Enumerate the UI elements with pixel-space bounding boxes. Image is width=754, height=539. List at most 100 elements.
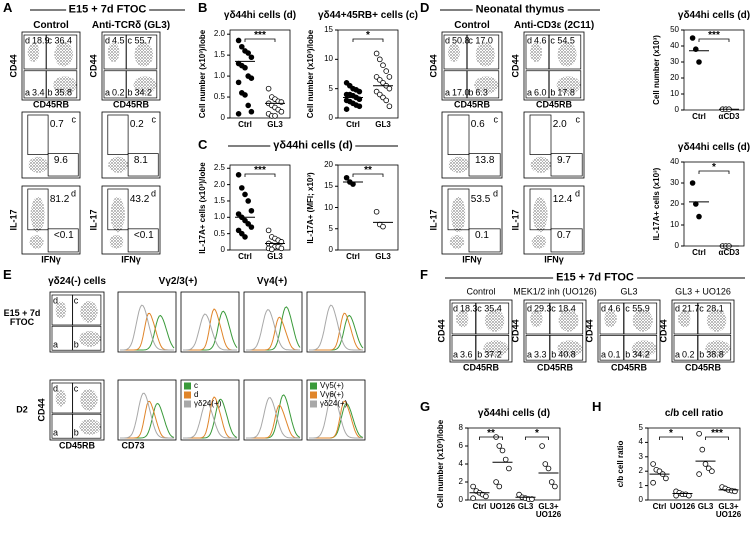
gate-percent: 17.0 — [452, 87, 470, 98]
gate-letter: d — [601, 303, 607, 314]
gate-letter: c — [73, 295, 79, 306]
panel-title: Neonatal thymus — [472, 4, 568, 16]
axis-label: IFNγ — [41, 254, 61, 265]
gate — [549, 302, 584, 335]
cell-cloud — [533, 196, 548, 233]
significance-label: *** — [711, 428, 723, 439]
y-axis-label: Cell number (x10³)/lobe — [436, 419, 445, 509]
legend-swatch — [184, 400, 191, 408]
gate — [27, 114, 49, 155]
gate — [475, 334, 510, 361]
gate-percent: 8.1 — [133, 154, 148, 166]
gate-letter: a — [527, 87, 533, 98]
cell-cloud — [558, 309, 579, 332]
category-label: Ctrl — [652, 502, 667, 511]
cell-cloud — [54, 42, 74, 67]
data-point — [245, 198, 252, 204]
gate — [549, 334, 584, 361]
gate — [107, 114, 129, 155]
column-header: Vγ2/3(+) — [158, 276, 198, 287]
axis-label: IL-17 — [88, 209, 99, 231]
cell-cloud — [484, 309, 505, 332]
y-tick-label: 1.0 — [213, 212, 225, 222]
significance-bracket — [352, 38, 384, 42]
axis-label: CD44 — [584, 319, 595, 343]
gate — [548, 70, 582, 99]
data-point — [650, 479, 656, 486]
histogram-curve — [183, 313, 237, 351]
y-tick-label: 20 — [670, 73, 679, 82]
gate-letter: c — [493, 114, 499, 125]
data-point — [380, 223, 386, 230]
y-tick-label: 2 — [458, 477, 463, 486]
category-label: Ctrl — [692, 248, 706, 257]
gate-percent: 55.7 — [134, 35, 153, 46]
cell-cloud — [705, 340, 731, 357]
data-point — [242, 217, 248, 224]
cell-cloud — [448, 42, 460, 62]
gate — [599, 302, 624, 335]
axis-label: CD45RB — [58, 440, 96, 451]
data-point — [373, 50, 380, 57]
legend-swatch — [310, 391, 317, 399]
y-tick-label: 5 — [638, 423, 643, 432]
data-point — [242, 64, 248, 71]
data-point — [542, 461, 549, 467]
plot-title: c/b cell ratio — [664, 408, 724, 419]
significance-bracket — [479, 436, 503, 440]
cell-cloud — [107, 42, 120, 62]
cell-cloud — [133, 76, 157, 94]
data-point — [235, 111, 242, 117]
significance-label: ** — [364, 165, 372, 176]
plot-title: γδ44hi cells (d) — [477, 408, 551, 419]
gate-letter: c — [699, 303, 704, 314]
data-point — [709, 468, 715, 475]
gate-percent: 0.2 — [682, 349, 695, 360]
gate — [72, 325, 102, 351]
data-point — [248, 54, 255, 61]
data-point — [470, 495, 476, 502]
gate-percent: 3.3 — [534, 349, 547, 360]
gate — [468, 153, 501, 177]
gate-letter: c — [127, 35, 133, 46]
data-point — [343, 174, 350, 181]
data-point — [356, 88, 363, 95]
histogram-curve — [309, 392, 363, 439]
data-point — [386, 85, 393, 92]
gate-percent: 81.2 — [49, 193, 70, 205]
data-point — [245, 50, 252, 56]
data-point — [383, 97, 390, 104]
category-label: Ctrl — [238, 120, 252, 129]
axis-label: CD45RB — [684, 362, 722, 373]
y-tick-label: 15 — [324, 25, 333, 34]
significance-label: * — [669, 428, 673, 439]
data-point — [242, 234, 248, 240]
category-label: GL3 — [267, 252, 283, 261]
gate — [451, 334, 476, 361]
category-label: UO126 — [669, 502, 696, 511]
y-tick-label: 40 — [670, 41, 679, 50]
gate-letter: a — [25, 87, 31, 98]
y-tick-label: 20 — [324, 160, 333, 169]
gate-percent: 34.2 — [632, 349, 650, 360]
gate-letter: d — [453, 303, 459, 314]
gate — [550, 153, 583, 177]
cell-cloud — [631, 340, 657, 357]
legend-label: γδ24(+) — [194, 399, 222, 408]
data-point — [239, 230, 245, 237]
gate-letter: d — [445, 35, 451, 46]
gate-percent: 2.0 — [552, 119, 567, 131]
gate-percent: 37.2 — [484, 349, 502, 360]
axis-label: IL-17 — [428, 209, 439, 231]
histogram-curve — [309, 312, 364, 351]
significance-bracket — [244, 173, 276, 177]
gate-percent: 38.8 — [706, 349, 724, 360]
gate — [673, 334, 698, 361]
data-point — [242, 92, 248, 98]
axis-label: CD45RB — [453, 99, 491, 110]
category-label: GL3 — [375, 120, 391, 129]
panel-letter: E — [3, 267, 12, 282]
histogram-frame — [306, 379, 366, 441]
category-label: UO126 — [489, 502, 516, 511]
